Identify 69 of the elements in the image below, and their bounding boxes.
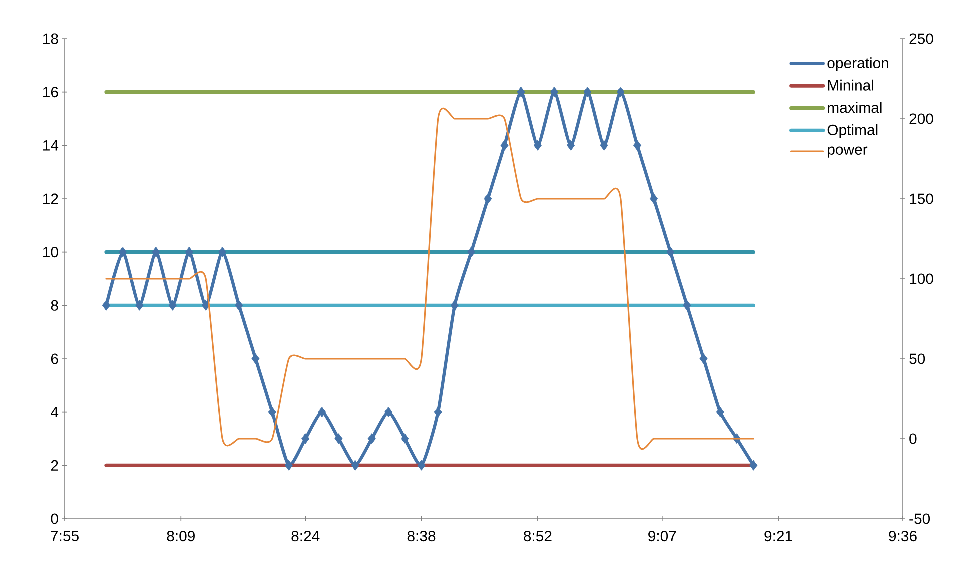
- point: [235, 300, 244, 311]
- y2-tick-label: -50: [910, 514, 930, 524]
- point: [450, 300, 459, 311]
- point: [634, 140, 642, 151]
- point: [683, 300, 692, 311]
- point: [434, 407, 442, 418]
- y2-tick-label: 200: [910, 114, 934, 124]
- point: [318, 407, 326, 418]
- y2-tick-label: 100: [910, 274, 934, 284]
- point: [168, 300, 177, 311]
- point: [484, 194, 492, 204]
- x-tick-label: 9:21: [764, 531, 792, 542]
- y-tick-label: 4: [51, 407, 59, 418]
- point: [334, 434, 343, 444]
- point: [517, 87, 526, 98]
- y-tick-label: 10: [44, 247, 58, 258]
- y-tick-label: 0: [51, 514, 58, 524]
- y2-tick-label: 0: [910, 434, 917, 444]
- point: [600, 140, 608, 151]
- point: [750, 460, 758, 471]
- point: [418, 460, 426, 471]
- point: [119, 247, 128, 258]
- y-tick-label: 18: [44, 34, 58, 44]
- y2-tick-label: 50: [910, 354, 926, 364]
- point: [500, 140, 509, 151]
- legend-label: Optimal: [828, 124, 878, 138]
- y2-tick-label: 250: [910, 34, 934, 44]
- point: [666, 247, 675, 258]
- point: [584, 87, 592, 98]
- point: [716, 407, 724, 418]
- point: [384, 407, 393, 418]
- point: [534, 140, 542, 151]
- point: [185, 247, 194, 258]
- point: [252, 354, 260, 364]
- point: [202, 300, 210, 311]
- point: [616, 87, 625, 98]
- legend-label: Mininal: [828, 80, 874, 91]
- x-tick-label: 9:07: [648, 531, 676, 542]
- point: [302, 434, 310, 444]
- point: [700, 354, 708, 364]
- point: [285, 460, 294, 471]
- point: [468, 247, 476, 258]
- point: [567, 140, 576, 151]
- y-tick-label: 12: [44, 194, 58, 204]
- legend-label: operation: [828, 58, 888, 72]
- x-tick-label: 8:09: [167, 531, 195, 542]
- y-tick-label: 2: [51, 460, 58, 471]
- point: [218, 247, 227, 258]
- point: [550, 87, 559, 98]
- point: [368, 434, 376, 444]
- y-tick-label: 16: [44, 87, 58, 98]
- point: [401, 434, 410, 444]
- x-tick-label: 8:52: [524, 531, 552, 542]
- y-tick-label: 6: [51, 354, 58, 364]
- point: [102, 300, 110, 311]
- x-tick-label: 7:55: [51, 531, 79, 542]
- x-tick-label: 8:24: [292, 531, 320, 542]
- x-tick-label: 8:38: [408, 531, 436, 542]
- legend-label: maximal: [828, 102, 882, 114]
- y-tick-label: 14: [44, 140, 59, 151]
- point: [136, 300, 144, 311]
- point: [351, 460, 360, 471]
- y-tick-label: 8: [51, 300, 58, 311]
- point: [152, 247, 160, 258]
- y2-tick-label: 150: [910, 194, 934, 204]
- legend-label: power: [828, 146, 868, 158]
- point: [650, 194, 658, 204]
- point: [268, 407, 276, 418]
- x-tick-label: 9:36: [889, 531, 917, 542]
